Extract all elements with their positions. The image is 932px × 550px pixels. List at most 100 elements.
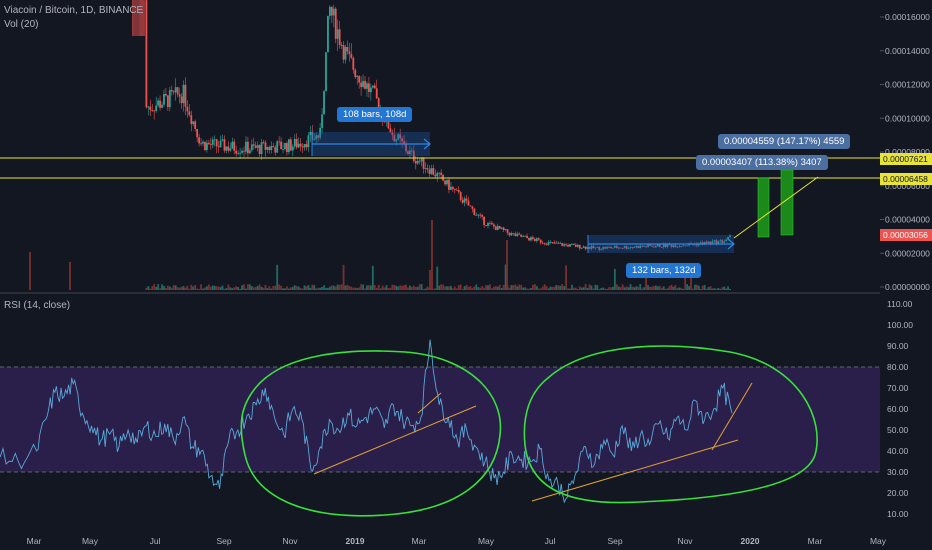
volume-bar [218,286,220,290]
volume-bar [643,287,645,290]
volume-bar [581,288,583,290]
candle-body [430,168,432,174]
candle-body [224,139,226,150]
candle-body [516,234,518,236]
volume-bar [183,286,185,290]
volume-bar [620,287,622,290]
volume-bar [464,286,466,290]
volume-bar [181,287,183,290]
candle-body [507,229,509,233]
candle-body [345,47,347,60]
volume-bar [715,289,717,290]
rsi-tick-label: 90.00 [887,341,909,351]
volume-bar [725,289,727,290]
volume-bar [274,286,276,290]
candle-body [263,142,265,143]
volume-bar [268,286,270,290]
volume-bar [413,285,415,290]
candle-body [208,143,210,144]
candle-body [553,242,555,243]
volume-bar [224,289,226,290]
candle-body [423,157,425,168]
candle-body [415,161,417,163]
candle-body [452,187,454,189]
volume-bar [317,288,319,290]
candle-body [147,107,149,108]
candle-body [520,235,522,237]
volume-bar [436,267,438,290]
range-label-2019: 132 bars, 132d [626,263,701,278]
volume-bar [526,288,528,290]
rsi-tick-label: 110.00 [887,299,913,309]
volume-bar [575,288,577,290]
candle-body [272,146,274,147]
volume-bar [593,289,595,290]
volume-bar [149,289,151,290]
candle-body [530,237,532,240]
candle-body [220,141,222,148]
candle-body [473,209,475,215]
volume-bar [665,289,667,290]
measure-label-high: 0.00004559 (147.17%) 4559 [718,134,850,149]
candle-body [483,217,485,225]
volume-bar [270,289,272,290]
price-tag-upper-line: 0.00007621 [880,153,932,165]
measure-bar-low[interactable] [758,178,769,237]
candle-body [327,16,329,52]
volume-bar [419,284,421,290]
volume-bar [376,288,378,290]
candle-body [499,226,501,229]
time-tick-label: Mar [27,536,42,546]
volume-bar [403,285,405,290]
candle-body [308,135,310,147]
candle-body [341,45,343,46]
rsi-tick-label: 100.00 [887,320,913,330]
candle-body [265,143,267,150]
volume-bar [237,287,239,290]
volume-bar [550,287,552,290]
candle-body [151,110,153,111]
volume-bar [719,289,721,290]
rsi-band-fill [0,367,880,472]
candle-body [458,190,460,192]
candle-body [153,110,155,111]
price-tick-label: 0.00002000 [885,248,930,258]
volume-bar [673,287,675,290]
candle-body [243,151,245,152]
candle-body [175,87,177,92]
volume-bar [233,287,235,290]
volume-bar [468,287,470,290]
volume-bar [483,288,485,290]
volume-bar [698,286,700,290]
symbol-legend: Viacoin / Bitcoin, 1D, BINANCE [4,4,143,17]
candle-body [177,87,179,94]
price-tick-label: 0.00016000 [885,12,930,22]
volume-bar [470,286,472,290]
candle-body [434,175,436,177]
candle-body [294,139,296,147]
volume-bar [247,284,249,290]
volume-bar [253,287,255,290]
volume-bar [417,287,419,290]
volume-bar [239,289,241,290]
price-axis[interactable]: 0.00016000 0.00014000 0.00012000 0.00010000… [880,0,932,550]
volume-bar [259,284,261,290]
rsi-tick-label: 30.00 [887,467,909,477]
volume-bar [647,285,649,290]
volume-bar [212,285,214,290]
candle-body [546,244,548,245]
candle-body [485,225,487,226]
candle-body [259,145,261,154]
candle-body [552,242,554,243]
volume-bar [553,287,555,290]
volume-bar [296,286,298,290]
volume-bar [571,285,573,290]
rsi-tick-label: 80.00 [887,362,909,372]
candle-body [278,141,280,142]
candle-body [267,147,269,150]
candle-body [577,245,579,247]
volume-bar [384,287,386,290]
volume-bar [649,287,651,290]
candle-body [161,105,163,108]
candle-body [290,139,292,150]
